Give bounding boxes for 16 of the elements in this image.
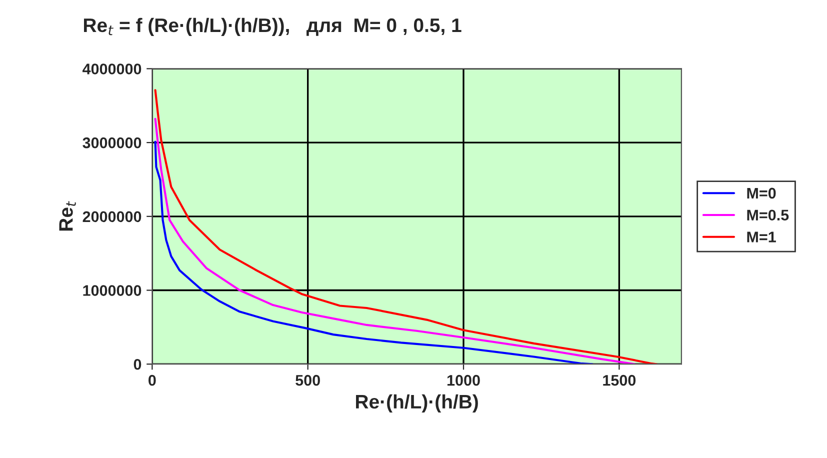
x-axis-title: Re·(h/L)·(h/B) [356,394,478,412]
x-tick-label: 1500 [603,374,636,386]
legend-label: M=1 [747,232,776,242]
y-axis-title: Re$_{t}$ [59,201,76,231]
line-series [154,140,594,364]
chart-title: Re$_{t}$ = f (Re·(h/L)·(h/B)), для M= 0 , 0.5, 1 [84,18,462,36]
y-tick-label: 3000000 [82,137,142,148]
x-tick-label: 500 [296,374,320,386]
legend-label: M=0.5 [747,210,789,221]
y-tick-label: 0 [134,358,142,370]
y-tick-label: 1000000 [83,285,142,296]
y-tick-label: 4000000 [82,64,142,74]
legend-label: M=0 [747,188,776,199]
y-tick-label: 2000000 [82,211,142,222]
x-tick-label: 1000 [447,374,480,386]
x-tick-label: 0 [148,374,156,386]
